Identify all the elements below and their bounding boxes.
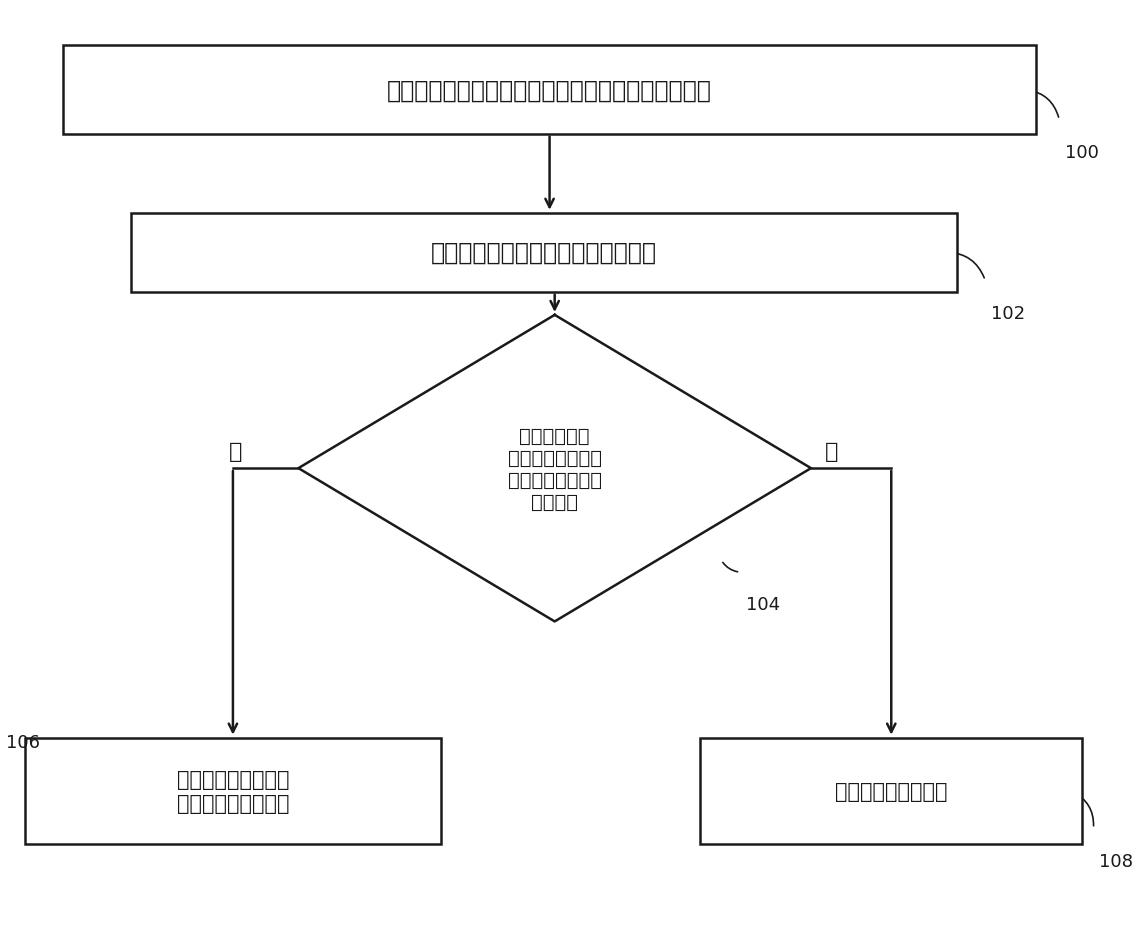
Text: 106: 106 <box>6 733 40 751</box>
FancyBboxPatch shape <box>131 213 957 292</box>
Text: 108: 108 <box>1099 852 1133 870</box>
Text: 該第二位移量
與該第一位移量的
第一差量是否大於
一閥値？: 該第二位移量 與該第一位移量的 第一差量是否大於 一閥値？ <box>508 426 601 511</box>
Text: 104: 104 <box>746 596 780 613</box>
Text: 102: 102 <box>991 304 1025 322</box>
Text: 依据第一位移量以及第一對照參數計算第一控制信號: 依据第一位移量以及第一對照參數計算第一控制信號 <box>387 79 712 102</box>
Text: 使用該第一控制信號產生第二位移量: 使用該第一控制信號產生第二位移量 <box>431 241 657 264</box>
FancyBboxPatch shape <box>25 738 441 844</box>
Text: 否: 否 <box>825 442 838 462</box>
FancyBboxPatch shape <box>700 738 1082 844</box>
Text: 維持該第一對照參數: 維持該第一對照參數 <box>835 781 948 801</box>
Text: 100: 100 <box>1065 144 1099 161</box>
FancyBboxPatch shape <box>63 46 1036 135</box>
Text: 是: 是 <box>229 442 243 462</box>
Text: 計算一第二對照參數
取代該第一對照參數: 計算一第二對照參數 取代該第一對照參數 <box>177 769 289 813</box>
